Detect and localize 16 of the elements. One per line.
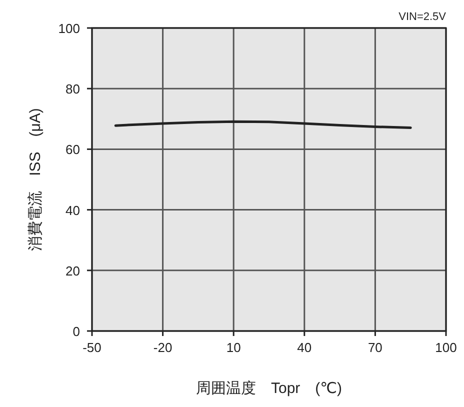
x-tick-label: -50: [82, 340, 102, 355]
y-tick-label: 0: [72, 324, 80, 339]
y-tick-label: 40: [66, 202, 80, 218]
x-tick-label: 10: [226, 340, 241, 355]
x-tick-label: -20: [153, 340, 172, 355]
x-tick-label: 70: [368, 340, 382, 355]
line-series: [114, 120, 412, 129]
x-axis-title: 周囲温度 Topr (℃): [196, 380, 342, 397]
x-tick-label: 100: [435, 340, 457, 355]
y-tick-label: 80: [66, 82, 80, 97]
text: VIN=2.5V: [398, 11, 447, 23]
x-tick-label: 40: [297, 340, 312, 355]
y-tick-label: 20: [66, 263, 80, 278]
y-tick-label: 60: [66, 142, 80, 158]
y-axis-title: 消費電流 ISS (μA): [27, 108, 44, 251]
y-tick-label: 100: [58, 21, 80, 36]
